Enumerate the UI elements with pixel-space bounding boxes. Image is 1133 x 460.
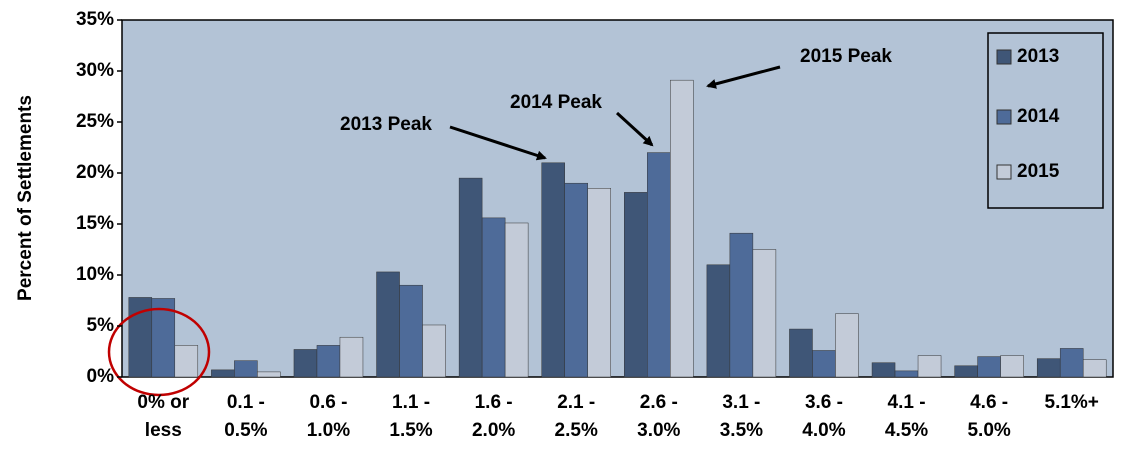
bar [789,328,813,378]
bar [316,345,341,378]
bar [458,177,483,378]
bar [954,365,978,378]
bar [977,356,1001,378]
bar [257,371,281,378]
annotation-arrow [615,111,654,147]
bar [1036,358,1061,378]
annotation: 2013 Peak [340,114,432,135]
x-tick-label: 2.1 -2.5% [555,392,598,441]
bar [812,350,836,378]
bar [871,362,896,378]
bar [376,271,400,378]
bar [211,369,235,378]
bar [422,324,446,378]
y-tick-label: 10% [76,264,114,285]
x-tick-label: 3.6 -4.0% [802,392,845,441]
x-tick-label: 0% or less [137,392,189,441]
bar [1000,355,1024,378]
bar [151,298,176,378]
annotation-arrow [706,65,781,89]
bar [504,222,529,378]
x-tick-label: 1.6 -2.0% [472,392,515,441]
x-tick-label: 3.1 -3.5% [720,392,763,441]
bar [564,182,588,378]
legend-swatch [996,164,1012,180]
bar [647,152,671,378]
legend-label: 2015 [1017,161,1060,182]
bar [729,232,754,378]
legend-swatch [996,109,1012,125]
bar [587,188,611,378]
legend-label: 2014 [1017,106,1060,127]
x-tick-label: 4.6 -5.0% [967,392,1010,441]
y-axis-label: Percent of Settlements [15,95,36,301]
x-tick-label: 4.1 -4.5% [885,392,928,441]
bar [541,162,565,378]
bar [624,192,648,378]
bar [752,249,777,378]
x-tick-label: 2.6 -3.0% [637,392,680,441]
bar [917,355,942,378]
annotation: 2015 Peak [800,46,892,67]
bar [234,360,258,378]
bar [706,264,731,378]
legend-label: 2013 [1017,46,1059,67]
bar [835,313,859,378]
x-tick-label: 0.1 -0.5% [224,392,267,441]
legend-swatch [996,49,1012,65]
y-tick-label: 35% [76,9,114,30]
bar [894,370,919,378]
y-tick-label: 5% [87,315,115,336]
y-tick-label: 15% [76,213,114,234]
bar [399,284,423,378]
plot-area [121,19,1114,378]
bar [174,345,199,378]
y-tick-label: 25% [76,111,114,132]
y-tick-label: 0% [87,366,115,387]
highlight-circle [107,307,211,397]
x-tick-label: 1.1 -1.5% [389,392,432,441]
x-tick-label: 5.1%+ [1045,392,1099,413]
bar [339,336,364,378]
y-tick-label: 30% [76,60,114,81]
annotation-arrow [449,125,547,161]
bar [293,349,318,378]
bar [1059,348,1084,378]
bar [1082,359,1107,378]
annotation: 2014 Peak [510,92,602,113]
x-tick-label: 0.6 -1.0% [307,392,350,441]
y-tick-label: 20% [76,162,114,183]
bar [481,217,506,378]
bar [670,79,694,378]
